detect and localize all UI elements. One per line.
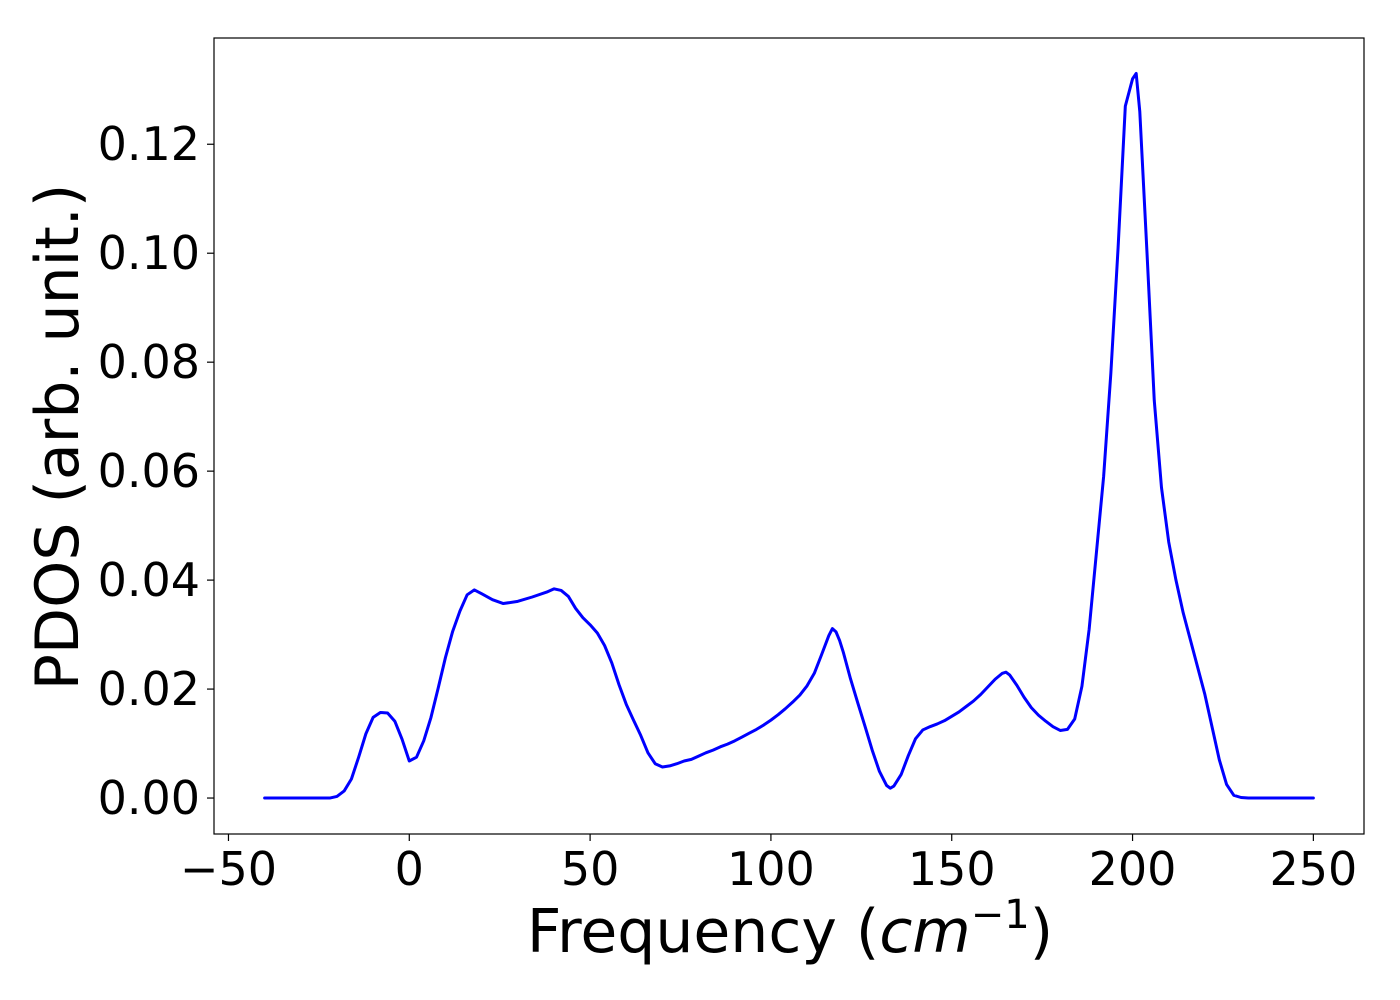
y-tick-label: 0.06 <box>98 444 200 498</box>
y-axis-label: PDOS (arb. unit.) <box>23 184 93 691</box>
x-axis: −50 0 50 100 150 200 250 <box>180 834 1357 896</box>
x-tick-label: 250 <box>1269 842 1357 896</box>
x-tick-label: 200 <box>1089 842 1177 896</box>
y-tick-label: 0.10 <box>98 226 200 280</box>
x-tick-label: 100 <box>727 842 815 896</box>
x-tick-label: 0 <box>395 842 424 896</box>
y-tick-label: 0.00 <box>98 771 200 825</box>
y-tick-label: 0.08 <box>98 335 200 389</box>
plot-area <box>263 71 1315 800</box>
x-tick-label: 50 <box>561 842 620 896</box>
x-axis-label-close: ) <box>1030 897 1053 967</box>
x-axis-label-unit: cm <box>879 897 970 967</box>
y-tick-label: 0.04 <box>98 553 200 607</box>
x-axis-label-exponent: −1 <box>971 892 1030 938</box>
x-axis-label-text: Frequency ( <box>527 897 879 967</box>
axes-frame <box>213 37 1365 835</box>
x-tick-label: 150 <box>908 842 996 896</box>
x-axis-label: Frequency (cm−1) <box>527 892 1053 967</box>
x-tick-label: −50 <box>180 842 277 896</box>
pdos-series-line <box>263 71 1315 800</box>
y-axis: 0.00 0.02 0.04 0.06 0.08 0.10 0.12 <box>98 117 214 825</box>
y-tick-label: 0.12 <box>98 117 200 171</box>
y-tick-label: 0.02 <box>98 662 200 716</box>
